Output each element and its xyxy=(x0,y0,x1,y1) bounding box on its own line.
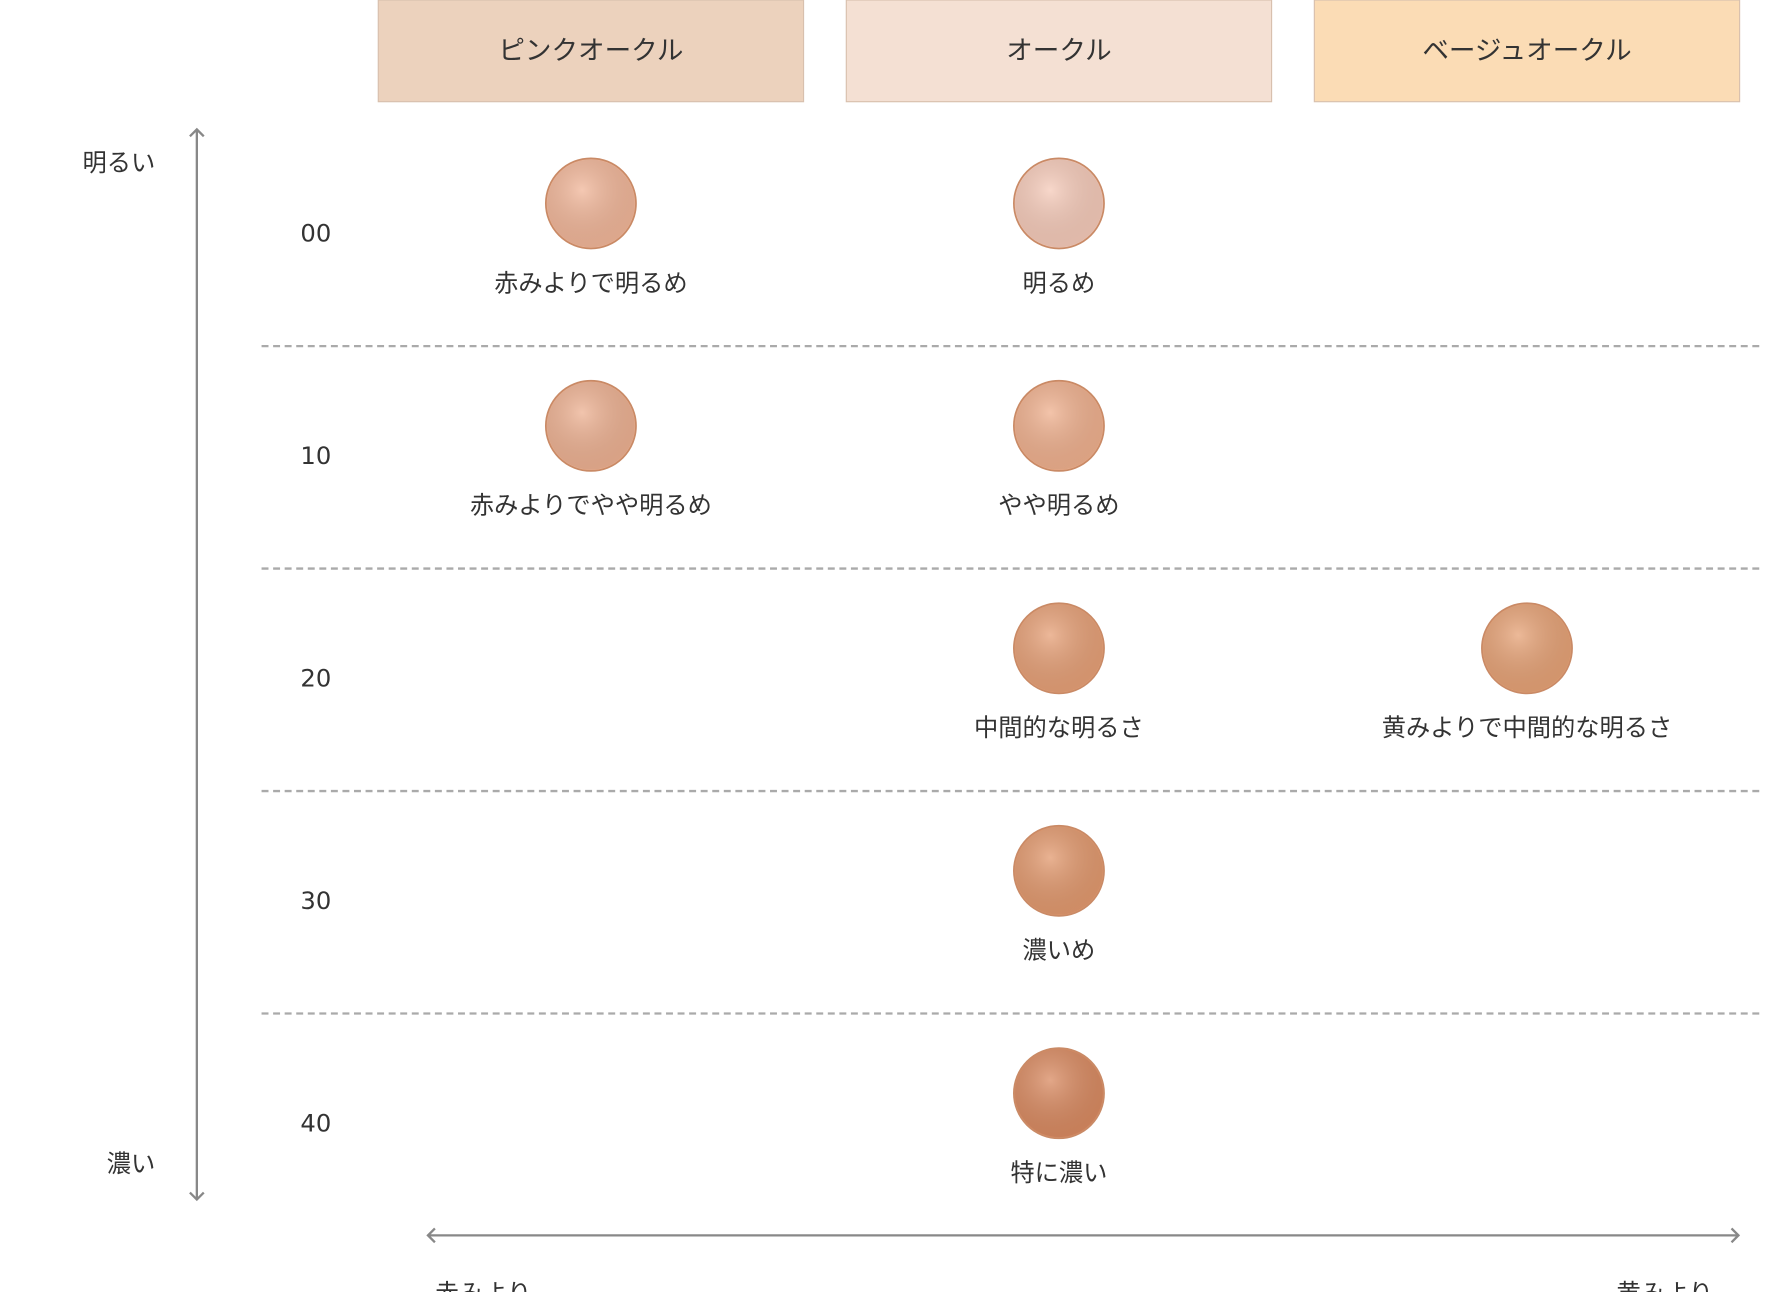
axis-left-label: 赤みより xyxy=(435,1278,532,1292)
column-header xyxy=(1313,0,1741,103)
row-label: 30 xyxy=(300,886,331,915)
column-header-label: ピンクオークル xyxy=(498,36,683,67)
column-header xyxy=(845,0,1273,103)
swatch-shine xyxy=(1483,604,1571,693)
shade-label: 中間的な明るさ xyxy=(974,713,1144,742)
axis-top-label: 明るい xyxy=(82,148,155,177)
column-header-label: ベージュオークル xyxy=(1422,36,1631,67)
shade-label: 赤みよりで明るめ xyxy=(494,268,688,297)
row-label: 20 xyxy=(300,664,331,693)
shade-label: 黄みよりで中間的な明るさ xyxy=(1382,713,1673,742)
shade-label: やや明るめ xyxy=(998,491,1119,520)
axis-right-label: 黄みより xyxy=(1617,1278,1714,1292)
swatch-shine xyxy=(1015,604,1103,693)
column-header-label: オークル xyxy=(1006,36,1111,67)
axis-bottom-label: 濃い xyxy=(107,1149,156,1178)
swatch-shine xyxy=(546,159,635,248)
shade-label: 特に濃い xyxy=(1010,1158,1107,1187)
shade-label: 明るめ xyxy=(1023,268,1096,297)
swatch-shine xyxy=(1015,1049,1103,1138)
swatch-shine xyxy=(1015,826,1103,915)
row-label: 00 xyxy=(300,219,331,248)
swatch-shine xyxy=(1015,159,1103,248)
row-label: 40 xyxy=(300,1108,331,1137)
swatch-shine xyxy=(546,381,635,470)
shade-label: 赤みよりでやや明るめ xyxy=(470,491,712,520)
row-label: 10 xyxy=(300,441,331,470)
column-header xyxy=(377,0,805,103)
swatch-shine xyxy=(1015,381,1103,470)
shade-label: 濃いめ xyxy=(1023,936,1096,965)
